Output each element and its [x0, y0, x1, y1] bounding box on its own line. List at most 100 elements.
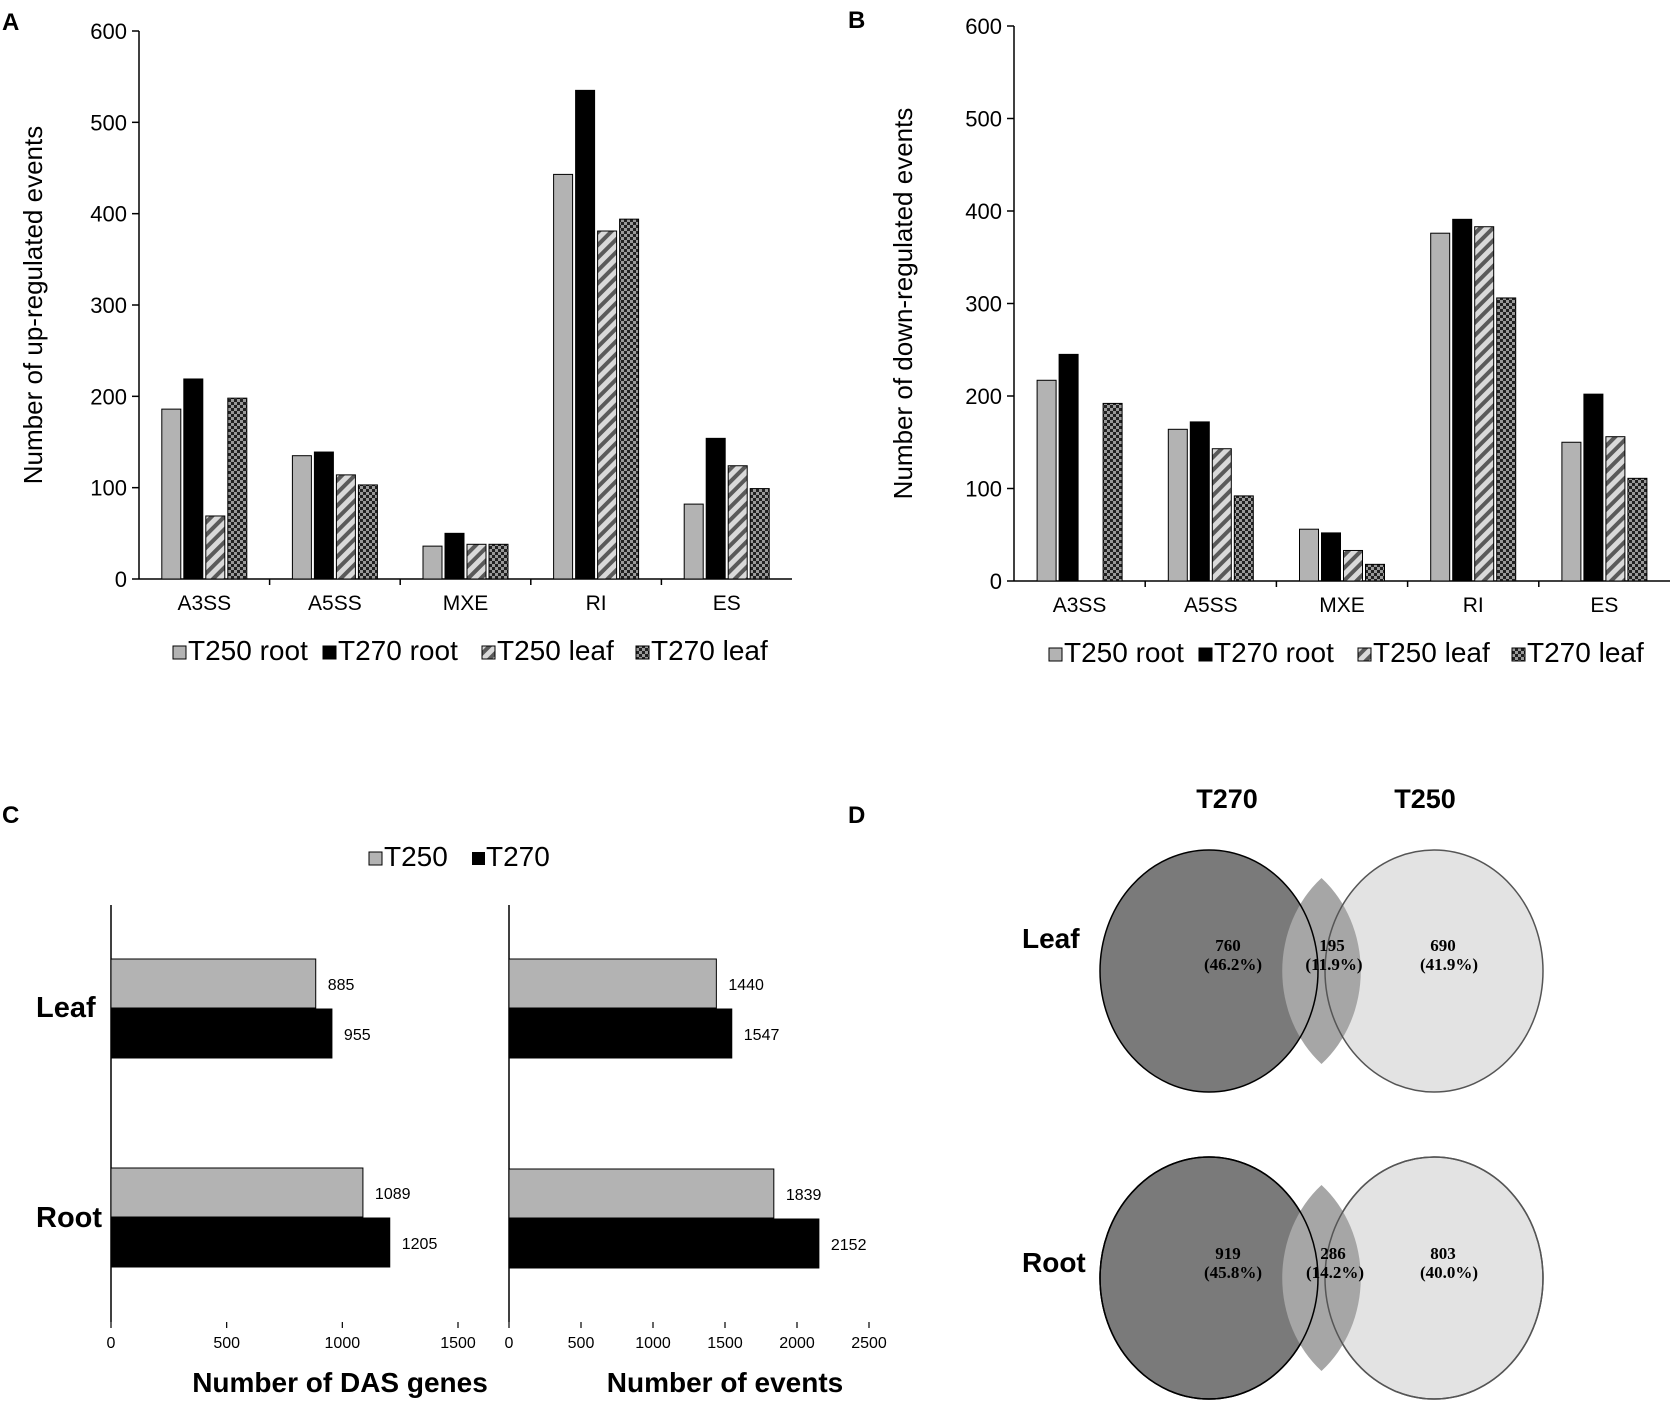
- panel-a-legend-swatch-t270-leaf: [635, 645, 650, 660]
- panel-a-bar-ri-t250-leaf: [597, 230, 618, 580]
- panel-c-right-bar-label-root-t250: 1839: [786, 1187, 822, 1204]
- venn-root-t270-outline: [1099, 1156, 1319, 1400]
- panel-b-x-tick-label: A3SS: [1053, 594, 1107, 617]
- panel-b-bar-a5ss-t250-root: [1167, 428, 1188, 582]
- legend-label-t250: T250: [384, 841, 448, 872]
- panel-b-bar-ri-t250-leaf: [1474, 226, 1495, 582]
- panel-b-bar-ri-t270-leaf: [1496, 297, 1517, 582]
- panel-a-bar-ri-t250-root: [553, 173, 574, 580]
- panel-a-chart: 0 100 200 300 400 500 600 Number of up-regulate…: [18, 19, 792, 666]
- legend-swatch-t250: [368, 851, 383, 866]
- panel-a-bar-es-t250-leaf: [727, 465, 748, 580]
- panel-a-legend-swatch-t250-root: [172, 645, 187, 660]
- panel-label-c: C: [2, 802, 19, 829]
- panel-b-bar-a3ss-t250-root: [1036, 379, 1057, 582]
- venn-leaf-t250-count: 690: [1430, 936, 1456, 955]
- panel-b-bar-es-t250-root: [1561, 441, 1582, 582]
- panel-a-bar-es-t270-leaf: [749, 488, 770, 580]
- panel-c-right-bar-label-leaf-t250: 1440: [728, 977, 764, 994]
- venn-leaf-t270-circle: [1099, 849, 1319, 1093]
- panel-a-bar-a3ss-t270-leaf: [227, 397, 248, 580]
- panel-a-bar-a5ss-t270-root: [313, 451, 334, 580]
- panel-a-bar-a3ss-t250-root: [161, 408, 182, 580]
- venn-leaf-t250-pct: (41.9%): [1420, 955, 1478, 974]
- panel-c-left-x-tick-label: 1500: [440, 1335, 476, 1352]
- panel-a-bar-a3ss-t250-leaf: [205, 515, 226, 580]
- panel-a-legend-swatch-t270-root: [322, 645, 337, 660]
- panel-c-category-leaf: Leaf: [36, 992, 96, 1024]
- panel-a-bar-a5ss-t270-leaf: [357, 484, 378, 580]
- panel-b-bar-ri-t250-root: [1430, 232, 1451, 582]
- panel-a-bar-a3ss-t270-root: [183, 378, 204, 580]
- panel-b-x-tick-label: ES: [1590, 594, 1618, 617]
- panel-a-bar-mxe-t270-root: [444, 532, 465, 580]
- panel-a-bar-es-t250-root: [683, 503, 704, 580]
- panel-c-left-chart: 0 500 1000 1500 Number of DAS genes 885 955 108…: [107, 905, 488, 1398]
- venn-leaf-t250-outline: [1324, 849, 1544, 1093]
- venn-leaf-t270-pct: (46.2%): [1204, 955, 1262, 974]
- panel-c-right-chart: 0 500 1000 1500 2000 2500 Number of events 1440…: [505, 905, 887, 1398]
- panel-b-y-tick-label: 500: [965, 107, 1002, 132]
- panel-a-x-tick-label: A5SS: [308, 592, 362, 615]
- panel-b-y-tick-label: 200: [965, 384, 1002, 409]
- venn-leaf: Leaf 760 (46.2%) 195 (11.9%) 690 (41.9%): [1022, 849, 1544, 1093]
- panel-a-bar-a5ss-t250-root: [291, 455, 312, 580]
- panel-a-y-tick-label: 0: [115, 567, 127, 592]
- panel-b-legend: T250 root T270 root T250 leaf T270 leaf: [1048, 637, 1644, 668]
- panel-b-bar-mxe-t270-root: [1321, 532, 1341, 582]
- panel-b-legend-label-t250-leaf: T250 leaf: [1373, 637, 1490, 668]
- venn-root-t270-count: 919: [1215, 1244, 1241, 1263]
- panel-a-bar-mxe-t250-leaf: [466, 543, 487, 580]
- panel-c-left-bar-root-t250: [110, 1167, 364, 1218]
- panel-c-left-bar-leaf-t250: [110, 958, 317, 1009]
- panel-d-venn: T270 T250 Leaf 760 (46.2%) 195 (11.9%) 6…: [1022, 784, 1544, 1400]
- panel-b-bar-mxe-t250-root: [1299, 528, 1319, 582]
- panel-b-legend-label-t250-root: T250 root: [1064, 637, 1184, 668]
- panel-c-left-x-tick-label: 500: [213, 1335, 240, 1352]
- legend-label-t270: T270: [486, 841, 550, 872]
- panel-label-a: A: [2, 9, 19, 36]
- panel-a-y-axis-title: Number of up-regulated events: [18, 126, 48, 484]
- venn-root-t250-outline: [1324, 1156, 1544, 1400]
- panel-a-bar-mxe-t250-root: [422, 545, 443, 580]
- panel-a-legend-swatch-t250-leaf: [481, 645, 496, 660]
- panel-c-left-bar-label-root-t250: 1089: [375, 1186, 411, 1203]
- panel-b-bar-es-t250-leaf: [1605, 436, 1626, 582]
- panel-b-legend-swatch-t270-leaf: [1511, 647, 1526, 662]
- panel-b-x-tick-label: MXE: [1319, 594, 1365, 617]
- panel-c-left-x-axis-title: Number of DAS genes: [192, 1367, 488, 1398]
- panel-c-right-x-tick-label: 1000: [635, 1335, 671, 1352]
- venn-root-t250-count: 803: [1430, 1244, 1456, 1263]
- panel-b-bar-mxe-t270-leaf: [1365, 563, 1385, 582]
- panel-c-right-bar-label-root-t270: 2152: [831, 1237, 867, 1254]
- panel-b-x-tick-label: RI: [1463, 594, 1484, 617]
- panel-c-category-root: Root: [36, 1202, 102, 1234]
- venn-leaf-t270-outline: [1099, 849, 1319, 1093]
- panel-a-x-tick-label: ES: [713, 592, 741, 615]
- panel-b-legend-swatch-t250-leaf: [1357, 647, 1372, 662]
- panel-b-y-tick-label: 400: [965, 199, 1002, 224]
- panel-a-legend-label-t250-leaf: T250 leaf: [497, 635, 614, 666]
- panel-c-right-bar-leaf-t250: [508, 958, 717, 1009]
- panel-b-y-tick-label: 300: [965, 292, 1002, 317]
- panel-b-x-tick-label: A5SS: [1184, 594, 1238, 617]
- panel-a-legend-label-t270-leaf: T270 leaf: [651, 635, 768, 666]
- panel-c-left-bar-label-leaf-t250: 885: [328, 977, 355, 994]
- panel-a-y-tick-label: 400: [90, 202, 127, 227]
- panel-b-bar-a5ss-t270-leaf: [1233, 495, 1254, 582]
- panel-a-bar-mxe-t270-leaf: [488, 543, 509, 580]
- panel-b-legend-label-t270-root: T270 root: [1214, 637, 1334, 668]
- panel-a-x-tick-label: A3SS: [177, 592, 231, 615]
- panel-b-bar-a3ss-t270-leaf: [1102, 402, 1123, 582]
- venn-root-overlap-region: [1282, 1185, 1361, 1371]
- venn-leaf-label: Leaf: [1022, 923, 1080, 954]
- panel-c-right-x-tick-label: 0: [505, 1335, 514, 1352]
- panel-c-right-x-tick-label: 500: [568, 1335, 595, 1352]
- venn-root-t250-pct: (40.0%): [1420, 1263, 1478, 1282]
- panel-b-y-tick-label: 600: [965, 14, 1002, 39]
- panel-c-left-bar-label-root-t270: 1205: [402, 1236, 438, 1253]
- panel-a-y-tick-label: 600: [90, 19, 127, 44]
- panel-c-right-bar-label-leaf-t270: 1547: [744, 1027, 780, 1044]
- panel-a-y-tick-label: 100: [90, 476, 127, 501]
- venn-root-overlap-pct: (14.2%): [1306, 1263, 1364, 1282]
